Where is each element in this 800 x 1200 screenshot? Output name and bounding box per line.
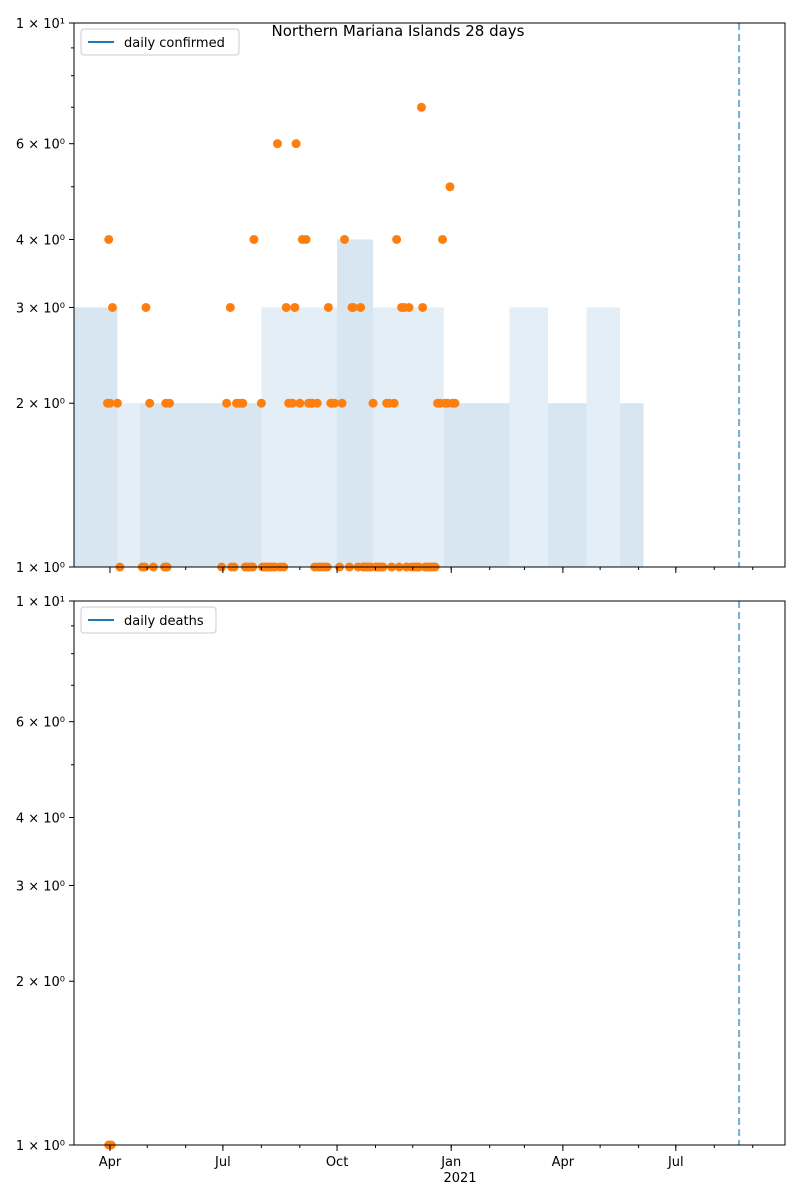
data-point <box>404 302 414 312</box>
data-point <box>418 302 428 312</box>
data-point <box>107 302 117 312</box>
data-point <box>222 398 232 408</box>
y-axis: 1 × 10⁰ 2 × 10⁰ 3 × 10⁰ 4 × 10⁰ 6 × 10⁰ 1 × 1… <box>16 17 74 576</box>
daily-confirmed-chart: 1 × 10⁰ 2 × 10⁰ 3 × 10⁰ 4 × 10⁰ 6 × 10⁰ 1 × 1… <box>16 17 786 576</box>
y-tick-label: 4 × 10⁰ <box>16 811 65 826</box>
data-point <box>323 302 333 312</box>
band-segment <box>619 403 644 567</box>
plot-frame <box>73 22 786 568</box>
data-point <box>330 398 340 408</box>
data-point <box>301 234 311 244</box>
figure-title: Northern Mariana Islands 28 days <box>272 22 525 40</box>
data-point <box>340 234 350 244</box>
y-tick-label: 2 × 10⁰ <box>16 975 65 990</box>
data-point <box>356 302 366 312</box>
band-segment <box>373 307 444 567</box>
data-point <box>295 398 305 408</box>
x-tick-label: Apr <box>552 1155 575 1170</box>
legend: daily confirmed <box>80 28 240 56</box>
data-point <box>368 398 378 408</box>
data-point <box>312 398 322 408</box>
data-point <box>392 234 402 244</box>
band-segment <box>509 307 548 567</box>
data-point <box>438 234 448 244</box>
data-point <box>105 398 115 408</box>
y-tick-label: 2 × 10⁰ <box>16 397 65 412</box>
band-segment <box>117 403 140 567</box>
data-point <box>348 302 358 312</box>
data-point <box>141 302 151 312</box>
band-segment <box>443 403 510 567</box>
y-tick-label: 6 × 10⁰ <box>16 138 65 153</box>
data-point <box>238 398 248 408</box>
data-point <box>225 302 235 312</box>
y-tick-label: 3 × 10⁰ <box>16 301 65 316</box>
data-point <box>450 398 460 408</box>
x-year-label: 2021 <box>443 1171 476 1186</box>
legend-label: daily confirmed <box>124 36 225 51</box>
band-segment <box>261 307 338 567</box>
legend-box <box>80 606 217 634</box>
band-segment <box>74 307 118 567</box>
data-point <box>389 398 399 408</box>
y-tick-label: 6 × 10⁰ <box>16 716 65 731</box>
data-point <box>145 398 155 408</box>
data-point <box>445 182 455 192</box>
y-axis: 1 × 10⁰ 2 × 10⁰ 3 × 10⁰ 4 × 10⁰ 6 × 10⁰ 1 × 1… <box>16 595 74 1154</box>
legend: daily deaths <box>80 606 217 634</box>
y-tick-label: 1 × 10⁰ <box>16 1139 65 1154</box>
x-tick-label: Jul <box>214 1155 231 1170</box>
data-point <box>256 398 266 408</box>
y-tick-label: 3 × 10⁰ <box>16 879 65 894</box>
legend-box <box>80 28 240 56</box>
plot-frame <box>73 600 786 1146</box>
data-point <box>272 139 282 149</box>
x-axis <box>109 567 754 573</box>
y-tick-label: 4 × 10⁰ <box>16 233 65 248</box>
y-tick-label: 1 × 10¹ <box>16 17 65 32</box>
data-point <box>165 398 175 408</box>
data-point <box>249 234 259 244</box>
data-point <box>104 234 114 244</box>
y-tick-label: 1 × 10¹ <box>16 595 65 610</box>
band-segment <box>139 403 262 567</box>
band-segment <box>586 307 620 567</box>
daily-deaths-chart: 1 × 10⁰ 2 × 10⁰ 3 × 10⁰ 4 × 10⁰ 6 × 10⁰ 1 × 1… <box>16 595 786 1170</box>
data-point <box>416 102 426 112</box>
data-point <box>290 302 300 312</box>
band-segment <box>548 403 587 567</box>
data-point <box>112 398 122 408</box>
x-tick-label: Apr <box>99 1155 122 1170</box>
x-tick-label: Jan <box>440 1155 461 1170</box>
y-tick-label: 1 × 10⁰ <box>16 561 65 576</box>
data-point <box>281 302 291 312</box>
legend-label: daily deaths <box>124 614 204 629</box>
data-point <box>337 398 347 408</box>
data-point <box>291 139 301 149</box>
data-point <box>287 398 297 408</box>
x-tick-label: Oct <box>326 1155 348 1170</box>
x-axis: Apr Jul Oct Jan Apr Jul <box>99 1145 754 1170</box>
x-tick-label: Jul <box>667 1155 684 1170</box>
